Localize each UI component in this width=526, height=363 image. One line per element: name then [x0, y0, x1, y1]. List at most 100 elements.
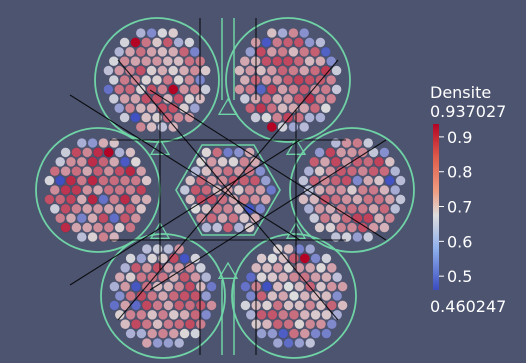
particle [245, 84, 256, 95]
particle [109, 175, 120, 186]
particle [190, 272, 201, 283]
particle [130, 262, 141, 273]
particle [125, 203, 136, 214]
particle [125, 253, 136, 264]
particle [321, 291, 332, 302]
particle [217, 156, 228, 167]
particle [256, 65, 267, 76]
particle [228, 213, 239, 224]
particle [212, 222, 223, 233]
particle [266, 103, 277, 114]
particle [49, 203, 60, 214]
bundle-upper-right [234, 28, 342, 132]
particle [76, 175, 87, 186]
particle [103, 166, 114, 177]
particle [316, 319, 327, 330]
particle [190, 309, 201, 320]
particle [109, 300, 120, 311]
particle [189, 103, 200, 114]
particle [320, 46, 331, 57]
particle [114, 291, 125, 302]
particle [272, 300, 283, 311]
particle [256, 253, 267, 264]
particle [363, 175, 374, 186]
particle [103, 147, 114, 158]
particle [173, 56, 184, 67]
particle [368, 222, 379, 233]
particle [283, 56, 294, 67]
particle [262, 281, 273, 292]
particle [141, 262, 152, 273]
particle [119, 194, 130, 205]
particle [288, 121, 299, 132]
particle [314, 222, 325, 233]
particle [325, 184, 336, 195]
particle [374, 175, 385, 186]
particle [163, 243, 174, 254]
particle [262, 319, 273, 330]
particle [310, 65, 321, 76]
particle [256, 103, 267, 114]
particle [245, 65, 256, 76]
particle [363, 194, 374, 205]
particle [222, 203, 233, 214]
particle [304, 37, 315, 48]
particle [315, 112, 326, 123]
particle [239, 56, 250, 67]
particle [320, 84, 331, 95]
particle [294, 281, 305, 292]
particle [141, 338, 152, 349]
particle [60, 147, 71, 158]
particle [174, 281, 185, 292]
particle [384, 213, 395, 224]
particle [212, 203, 223, 214]
particle [272, 319, 283, 330]
particle [266, 184, 277, 195]
particle [222, 166, 233, 177]
particle [368, 184, 379, 195]
particle [267, 309, 278, 320]
particle [157, 253, 168, 264]
particle [315, 56, 326, 67]
particle [330, 213, 341, 224]
particle [71, 184, 82, 195]
particle [130, 319, 141, 330]
particle [82, 184, 93, 195]
particle [374, 194, 385, 205]
outline-lower-right [231, 233, 357, 359]
particle [278, 253, 289, 264]
particle [119, 156, 130, 167]
particle [331, 84, 342, 95]
particle [384, 194, 395, 205]
particle [299, 253, 310, 264]
particle [212, 184, 223, 195]
particle [278, 291, 289, 302]
particle [267, 291, 278, 302]
particle [390, 166, 401, 177]
particle [162, 74, 173, 85]
legend-tick-label: 0.8 [447, 163, 472, 182]
particle [310, 272, 321, 283]
particle [262, 300, 273, 311]
particle [262, 262, 273, 273]
particle [98, 175, 109, 186]
particle [326, 93, 337, 104]
particle [184, 56, 195, 67]
particle [168, 84, 179, 95]
particle [233, 184, 244, 195]
particle [379, 222, 390, 233]
particle [168, 272, 179, 283]
particle [152, 338, 163, 349]
particle [239, 213, 250, 224]
particle [92, 166, 103, 177]
particle [330, 194, 341, 205]
particle [390, 203, 401, 214]
junction-triangle-0 [217, 97, 239, 115]
particle [200, 84, 211, 95]
particle [222, 222, 233, 233]
particle [98, 213, 109, 224]
junction-triangle-5 [217, 261, 239, 279]
particle [87, 175, 98, 186]
particle [114, 203, 125, 214]
